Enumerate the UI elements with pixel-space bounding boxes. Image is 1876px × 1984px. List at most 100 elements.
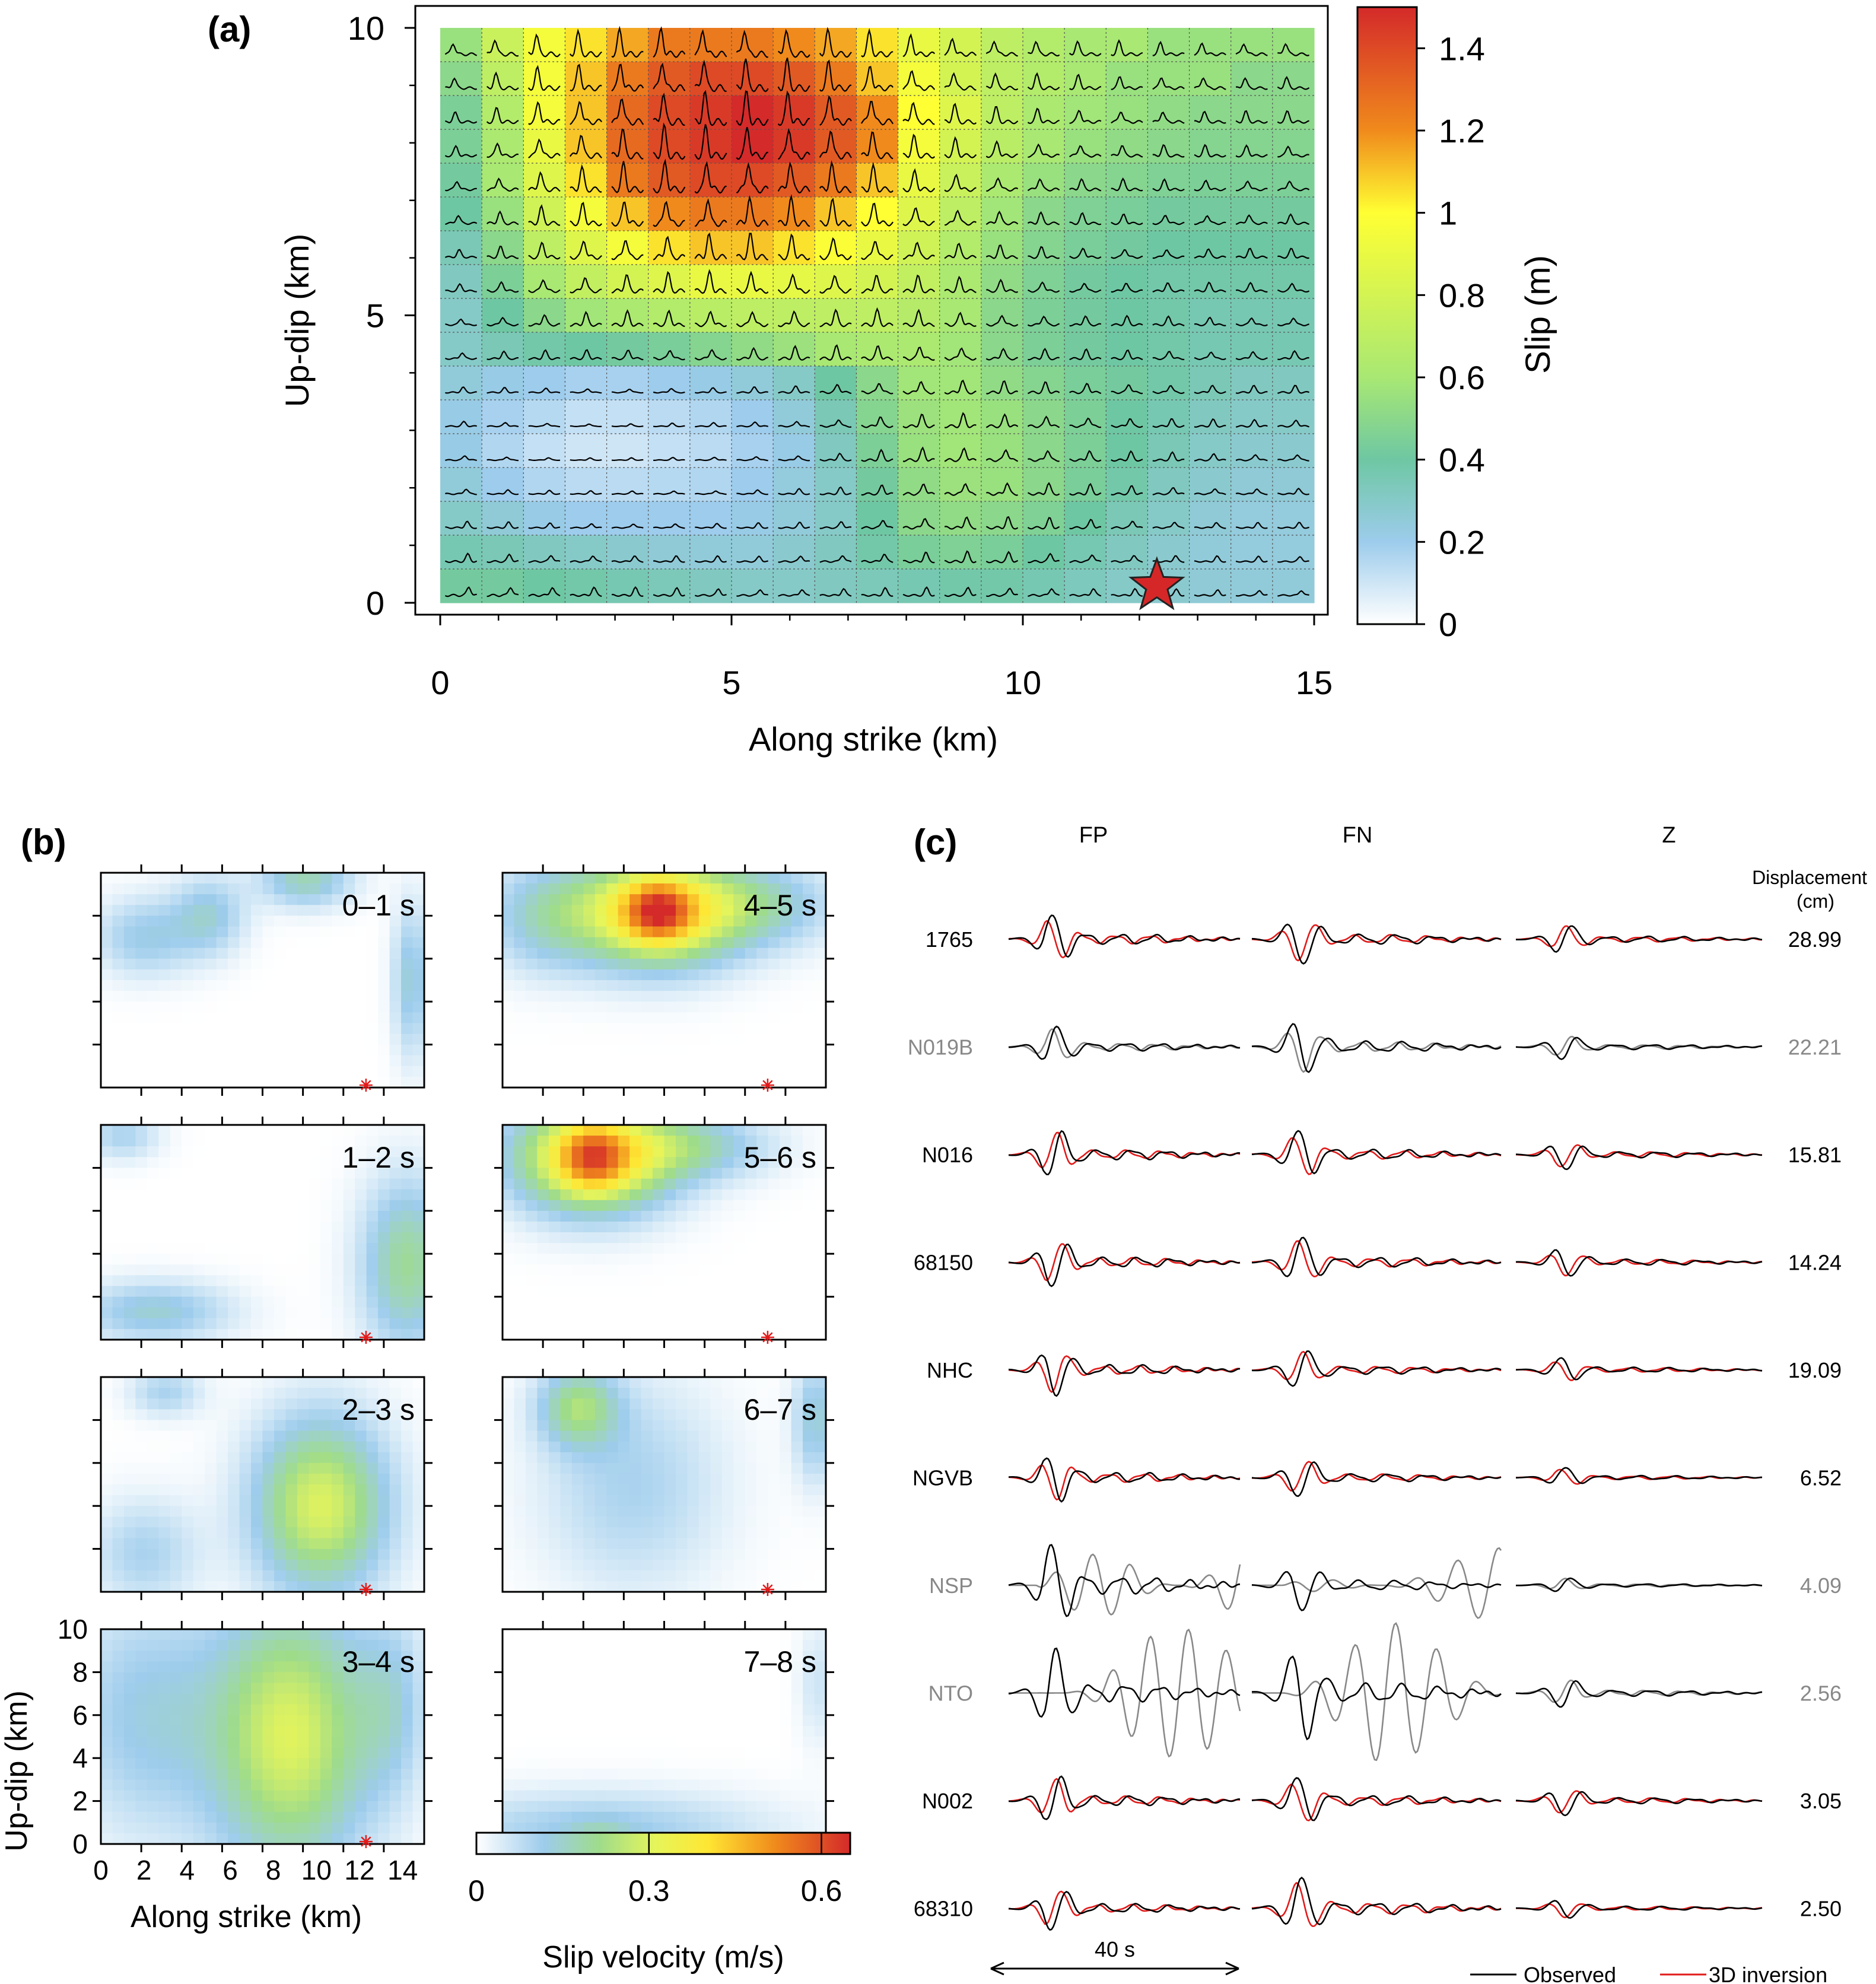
velocity-cell bbox=[583, 1398, 596, 1410]
hypocenter-stroke bbox=[361, 1584, 371, 1595]
velocity-cell bbox=[537, 991, 549, 1002]
velocity-cell bbox=[239, 958, 252, 970]
velocity-cell bbox=[698, 1377, 711, 1388]
slip-cell bbox=[689, 366, 732, 400]
velocity-cell bbox=[745, 1001, 757, 1013]
velocity-cell bbox=[101, 1232, 113, 1244]
source-time-function bbox=[445, 520, 477, 529]
slip-cell bbox=[482, 197, 524, 231]
velocity-cell bbox=[803, 1168, 815, 1179]
velocity-cell bbox=[389, 1801, 402, 1813]
velocity-cell bbox=[239, 1516, 252, 1528]
velocity-cell bbox=[560, 1452, 573, 1464]
velocity-cell bbox=[629, 969, 642, 981]
velocity-cell bbox=[594, 1495, 607, 1506]
velocity-cell bbox=[768, 1538, 780, 1550]
velocity-cell bbox=[389, 1307, 402, 1319]
velocity-cell bbox=[721, 1581, 734, 1592]
velocity-cell bbox=[629, 948, 642, 959]
velocity-cell bbox=[768, 1420, 780, 1432]
velocity-cell bbox=[147, 969, 159, 981]
velocity-cell bbox=[112, 1640, 125, 1651]
velocity-cell bbox=[560, 1506, 573, 1517]
velocity-cell bbox=[378, 948, 390, 959]
velocity-cell bbox=[343, 1307, 355, 1319]
velocity-cell bbox=[309, 1661, 321, 1673]
velocity-cell bbox=[583, 1506, 596, 1517]
velocity-cell bbox=[297, 1168, 309, 1179]
velocity-cell bbox=[548, 937, 561, 949]
velocity-cell bbox=[629, 1189, 642, 1201]
velocity-cell bbox=[205, 1034, 217, 1045]
velocity-cell bbox=[170, 1693, 182, 1705]
velocity-cell bbox=[618, 1210, 630, 1222]
slip-cell bbox=[1189, 468, 1232, 502]
velocity-cell bbox=[366, 1506, 379, 1517]
velocity-cell bbox=[687, 1286, 699, 1298]
velocity-cell bbox=[123, 1178, 136, 1190]
velocity-cell bbox=[101, 1506, 113, 1517]
velocity-cell bbox=[101, 1136, 113, 1147]
source-time-function bbox=[777, 273, 810, 294]
slip-cell bbox=[1023, 163, 1065, 198]
velocity-cell bbox=[170, 1629, 182, 1640]
velocity-cell bbox=[239, 991, 252, 1002]
velocity-cell bbox=[101, 883, 113, 895]
source-time-functions bbox=[444, 26, 1310, 597]
velocity-cell bbox=[366, 1640, 379, 1651]
source-time-function bbox=[819, 587, 852, 597]
velocity-cell bbox=[205, 1725, 217, 1737]
velocity-cell bbox=[803, 1462, 815, 1474]
velocity-cell bbox=[653, 1629, 665, 1640]
source-time-function bbox=[1028, 450, 1060, 462]
velocity-cell bbox=[412, 969, 425, 981]
velocity-cell bbox=[158, 948, 171, 959]
velocity-cell bbox=[378, 1157, 390, 1168]
velocity-cell bbox=[193, 1254, 205, 1265]
velocity-cell bbox=[721, 1055, 734, 1067]
velocity-cell bbox=[332, 1023, 344, 1035]
velocity-cell bbox=[675, 1495, 688, 1506]
velocity-cell bbox=[618, 1023, 630, 1035]
velocity-cell bbox=[641, 958, 653, 970]
velocity-cell bbox=[687, 1506, 699, 1517]
velocity-cell bbox=[205, 1076, 217, 1088]
velocity-cell bbox=[618, 969, 630, 981]
velocity-cell bbox=[112, 1715, 125, 1727]
velocity-cell bbox=[653, 1640, 665, 1651]
velocity-cell bbox=[378, 1012, 390, 1023]
velocity-cell bbox=[560, 905, 573, 916]
velocity-cell bbox=[205, 1157, 217, 1168]
velocity-cell bbox=[332, 1651, 344, 1662]
slip-cell bbox=[523, 434, 566, 468]
velocity-cell bbox=[147, 1693, 159, 1705]
velocity-cell bbox=[583, 1136, 596, 1147]
velocity-cell bbox=[378, 937, 390, 949]
source-time-function bbox=[445, 488, 477, 495]
velocity-cell bbox=[401, 1516, 414, 1528]
source-time-function bbox=[1111, 450, 1143, 462]
velocity-cell bbox=[814, 1210, 826, 1222]
velocity-cell bbox=[745, 1328, 757, 1340]
velocity-cell bbox=[147, 1307, 159, 1319]
velocity-cell bbox=[355, 1779, 367, 1791]
velocity-cell bbox=[548, 1581, 561, 1592]
velocity-cell bbox=[147, 1210, 159, 1222]
velocity-cell bbox=[123, 1409, 136, 1420]
velocity-cell bbox=[756, 873, 769, 884]
velocity-cell bbox=[239, 1146, 252, 1158]
velocity-cell bbox=[780, 1473, 792, 1485]
velocity-cell bbox=[780, 1570, 792, 1582]
velocity-cell bbox=[721, 1377, 734, 1388]
source-time-function bbox=[1277, 522, 1309, 529]
velocity-cell bbox=[158, 1704, 171, 1716]
velocity-cell bbox=[745, 1254, 757, 1265]
velocity-cell bbox=[814, 1398, 826, 1410]
velocity-cell bbox=[285, 1570, 298, 1582]
velocity-cell bbox=[664, 1168, 676, 1179]
velocity-cell bbox=[332, 1473, 344, 1485]
velocity-cell bbox=[745, 1275, 757, 1287]
velocity-cell bbox=[548, 1066, 561, 1077]
velocity-cell bbox=[583, 1430, 596, 1442]
velocity-cell bbox=[525, 1516, 538, 1528]
